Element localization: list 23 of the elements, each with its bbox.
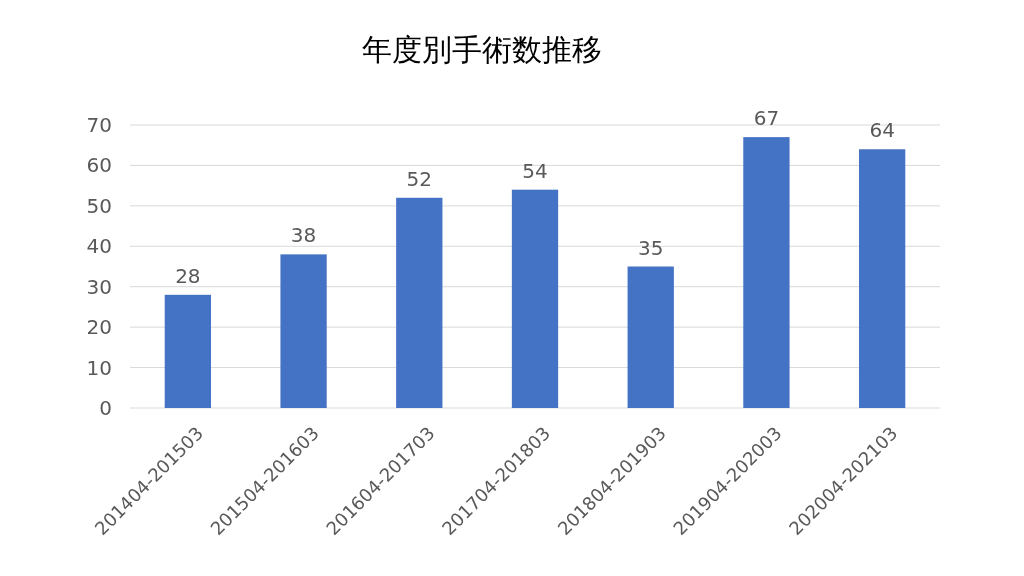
bar — [396, 197, 443, 408]
y-tick-label: 0 — [99, 396, 112, 420]
bar — [511, 189, 559, 408]
y-tick-label: 30 — [86, 274, 112, 299]
data-label: 28 — [175, 263, 201, 288]
data-label: 38 — [290, 223, 317, 248]
data-label: 35 — [637, 235, 664, 260]
data-label: 67 — [753, 106, 780, 131]
y-tick-label: 20 — [86, 315, 112, 340]
chart-title: 年度別手術数推移 — [362, 32, 602, 67]
data-label: 52 — [406, 166, 433, 191]
bar — [627, 266, 674, 408]
y-tick-label: 70 — [86, 113, 112, 137]
y-tick-label: 40 — [86, 234, 112, 259]
y-tick-label: 10 — [86, 355, 112, 380]
bar — [859, 149, 906, 408]
data-label: 64 — [869, 118, 895, 143]
bar — [164, 294, 211, 408]
data-label: 54 — [522, 158, 548, 183]
bar — [743, 137, 790, 408]
y-tick-label: 60 — [86, 153, 112, 178]
y-tick-label: 50 — [86, 193, 112, 218]
bar — [280, 254, 327, 408]
